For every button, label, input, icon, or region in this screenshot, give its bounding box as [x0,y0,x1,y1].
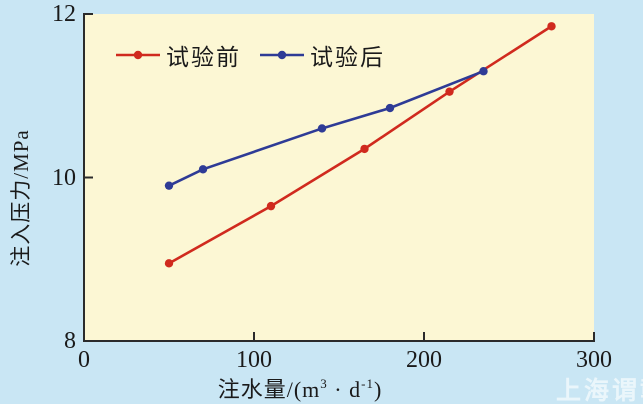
series-point-marker-0 [164,259,174,268]
series-point-marker-1 [385,103,395,113]
legend: 试验前 试验后 [116,38,385,72]
y-tick-label: 12 [52,1,76,27]
y-tick-label: 8 [64,328,76,354]
watermark: 上海谓彰 [556,377,643,404]
x-tick-label: 100 [236,347,272,373]
x-axis-title-sup3: 3 [320,375,328,391]
x-axis-title-mid: · d [327,377,362,402]
legend-line-marker [116,50,160,60]
series-point-marker-1 [317,124,327,133]
x-axis-title-prefix: 注水量/(m [217,377,321,402]
series-point-marker-1 [479,67,488,76]
series-point-marker-1 [164,181,174,190]
plot-area [84,14,594,341]
x-axis-title-sup-neg1: -1 [361,375,374,391]
x-tick-label: 0 [78,347,90,373]
series-point-marker-1 [198,165,208,174]
x-axis-title: 注水量/(m3 · d-1) [180,372,420,404]
series-point-marker-0 [547,22,556,31]
y-tick-label: 10 [52,164,76,191]
x-tick-label: 300 [576,347,612,373]
legend-item-0: 试验前 [116,38,241,72]
legend-label: 试验前 [166,45,241,70]
x-axis-title-suffix: ) [373,377,383,402]
y-axis-title: 注入压力/MPa [9,129,33,267]
legend-line-marker [260,50,304,60]
series-point-marker-0 [360,144,369,154]
legend-item-1: 试验后 [260,38,385,72]
legend-label: 试验后 [310,45,385,70]
series-line-1 [168,70,484,187]
series-point-marker-0 [266,201,276,211]
series-point-marker-0 [445,87,454,96]
x-tick-label: 200 [406,347,442,373]
